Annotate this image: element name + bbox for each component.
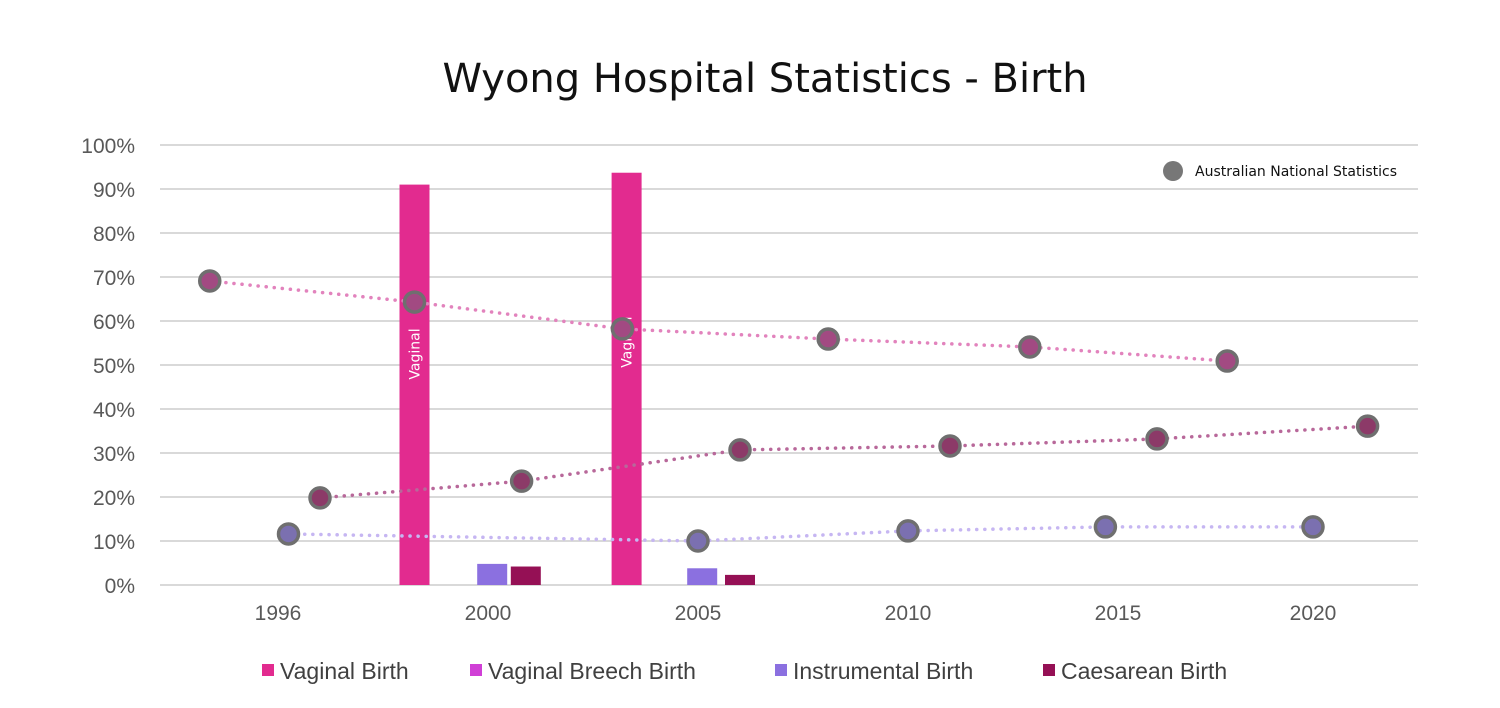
- x-axis: 1996 2000 2005 2010 2015 2020: [255, 602, 1337, 625]
- chart-title: Wyong Hospital Statistics - Birth: [442, 56, 1087, 102]
- y-tick-label: 100%: [81, 135, 135, 158]
- bar-label: Vaginal: [408, 328, 424, 379]
- national-legend-label: Australian National Statistics: [1195, 164, 1397, 180]
- y-tick-label: 0%: [105, 575, 135, 598]
- national-lines: [198, 269, 1380, 553]
- national-trend-line: [208, 279, 1229, 363]
- data-point: [1093, 515, 1118, 539]
- x-tick-label: 1996: [255, 602, 302, 625]
- national-legend-marker: [1163, 161, 1183, 181]
- y-tick-label: 40%: [93, 399, 135, 422]
- y-tick-label: 10%: [93, 531, 135, 554]
- bar: [725, 574, 755, 585]
- x-tick-label: 2015: [1095, 602, 1142, 625]
- data-point: [1145, 427, 1169, 451]
- data-point: [1215, 349, 1239, 373]
- legend-swatch: [1043, 664, 1055, 676]
- legend-swatch: [470, 664, 482, 676]
- x-tick-label: 2010: [885, 602, 932, 625]
- data-point: [610, 317, 635, 341]
- y-tick-label: 70%: [93, 267, 135, 290]
- data-point: [816, 327, 840, 351]
- legend: Vaginal Birth Vaginal Breech Birth Instrum…: [262, 658, 1227, 684]
- data-point: [308, 486, 332, 510]
- bars: Vaginal Vaginal: [399, 172, 755, 585]
- national-trend-line: [318, 424, 1370, 500]
- bar: [477, 563, 508, 585]
- legend-label: Instrumental Birth: [793, 658, 973, 684]
- legend-label: Caesarean Birth: [1061, 658, 1227, 684]
- y-tick-label: 60%: [93, 311, 135, 334]
- bar: [611, 172, 642, 585]
- x-tick-label: 2005: [675, 602, 722, 625]
- legend-label: Vaginal Birth: [280, 658, 409, 684]
- x-tick-label: 2000: [465, 602, 512, 625]
- legend-label: Vaginal Breech Birth: [488, 658, 696, 684]
- bar: [399, 184, 430, 585]
- data-point: [402, 290, 427, 314]
- y-tick-label: 50%: [93, 355, 135, 378]
- y-axis: 0% 10% 20% 30% 40% 50% 60% 70% 80% 90% 100%: [81, 135, 135, 598]
- gridlines: [160, 144, 1418, 586]
- national-legend: Australian National Statistics: [1163, 161, 1397, 181]
- data-point: [686, 529, 710, 553]
- legend-swatch: [775, 664, 787, 676]
- national-trend-line: [286, 525, 1315, 543]
- bar: [687, 568, 718, 585]
- x-tick-label: 2020: [1290, 602, 1337, 625]
- data-point: [1355, 414, 1380, 438]
- y-tick-label: 90%: [93, 179, 135, 202]
- data-point: [938, 434, 962, 458]
- legend-swatch: [262, 664, 274, 676]
- data-point: [1018, 335, 1042, 359]
- data-point: [198, 269, 222, 293]
- bar: [510, 566, 541, 585]
- data-point: [896, 519, 920, 543]
- y-tick-label: 20%: [93, 487, 135, 510]
- data-point: [728, 438, 752, 462]
- data-point: [1301, 515, 1325, 539]
- data-point: [509, 469, 534, 493]
- data-point: [276, 522, 301, 546]
- y-tick-label: 80%: [93, 223, 135, 246]
- y-tick-label: 30%: [93, 443, 135, 466]
